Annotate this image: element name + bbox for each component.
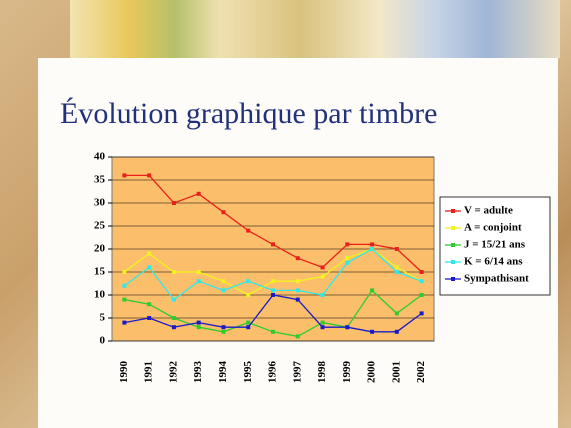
data-point [122, 298, 126, 302]
data-point [420, 279, 424, 283]
data-point [370, 247, 374, 251]
data-point [395, 247, 399, 251]
data-point [271, 293, 275, 297]
x-tick-label: 2000 [366, 361, 378, 384]
data-point [197, 192, 201, 196]
data-point [296, 279, 300, 283]
data-point [246, 321, 250, 325]
legend-marker [451, 209, 455, 213]
legend-label: J = 15/21 ans [464, 239, 526, 251]
data-point [345, 242, 349, 246]
data-point [172, 325, 176, 329]
legend-label: V = adulte [464, 205, 513, 217]
data-point [395, 311, 399, 315]
data-point [147, 265, 151, 269]
legend-label: Sympathisant [464, 273, 529, 285]
data-point [420, 270, 424, 274]
data-point [122, 284, 126, 288]
data-point [221, 288, 225, 292]
data-point [172, 298, 176, 302]
x-tick-label: 1995 [242, 361, 254, 384]
data-point [197, 325, 201, 329]
x-tick-label: 2002 [415, 361, 427, 384]
data-point [197, 270, 201, 274]
y-tick-label: 5 [100, 312, 106, 324]
x-tick-label: 1992 [167, 361, 179, 384]
data-point [321, 265, 325, 269]
y-tick-label: 30 [94, 197, 106, 209]
legend-label: A = conjoint [464, 222, 522, 234]
x-tick-label: 1993 [192, 361, 204, 384]
data-point [221, 330, 225, 334]
data-point [246, 293, 250, 297]
data-point [122, 270, 126, 274]
y-tick-label: 10 [94, 289, 106, 301]
data-point [395, 270, 399, 274]
legend-marker [451, 277, 455, 281]
data-point [321, 293, 325, 297]
data-point [395, 330, 399, 334]
data-point [420, 293, 424, 297]
data-point [197, 279, 201, 283]
data-point [345, 261, 349, 265]
data-point [345, 325, 349, 329]
y-tick-label: 25 [94, 220, 106, 232]
x-tick-label: 1998 [316, 361, 328, 384]
slide-title: Évolution graphique par timbre [60, 97, 437, 130]
data-point [221, 325, 225, 329]
data-point [296, 334, 300, 338]
x-tick-label: 1991 [143, 361, 155, 383]
data-point [321, 325, 325, 329]
data-point [271, 242, 275, 246]
y-tick-label: 15 [94, 266, 106, 278]
data-point [395, 265, 399, 269]
data-point [172, 270, 176, 274]
page: Évolution graphique par timbre 0 5 10 15 20 2… [0, 0, 571, 428]
x-tick-label: 1997 [291, 361, 303, 384]
data-point [147, 173, 151, 177]
legend-marker [451, 243, 455, 247]
data-point [370, 330, 374, 334]
x-tick-label: 2001 [390, 361, 402, 383]
chart: Évolution graphique par timbre 0 5 10 15 20 2… [0, 0, 571, 428]
legend-marker [451, 260, 455, 264]
data-point [172, 316, 176, 320]
data-point [122, 173, 126, 177]
data-point [370, 242, 374, 246]
data-point [296, 288, 300, 292]
data-point [271, 288, 275, 292]
data-point [172, 201, 176, 205]
data-point [271, 330, 275, 334]
x-tick-label: 1990 [118, 361, 130, 384]
x-tick-label: 1996 [267, 361, 279, 384]
legend-label: K = 6/14 ans [464, 256, 523, 268]
x-tick-label: 1999 [341, 361, 353, 384]
data-point [296, 298, 300, 302]
y-tick-label: 35 [94, 174, 106, 186]
data-point [147, 302, 151, 306]
data-point [321, 275, 325, 279]
x-tick-label: 1994 [217, 361, 229, 384]
data-point [246, 325, 250, 329]
y-tick-label: 0 [100, 335, 106, 347]
data-point [246, 279, 250, 283]
data-point [296, 256, 300, 260]
legend-marker [451, 226, 455, 230]
data-point [147, 316, 151, 320]
data-point [122, 321, 126, 325]
data-point [345, 256, 349, 260]
data-point [147, 252, 151, 256]
data-point [246, 229, 250, 233]
data-point [271, 279, 275, 283]
data-point [370, 288, 374, 292]
data-point [221, 279, 225, 283]
data-point [197, 321, 201, 325]
data-point [420, 311, 424, 315]
data-point [221, 210, 225, 214]
y-tick-label: 40 [94, 151, 106, 163]
y-tick-label: 20 [94, 243, 106, 255]
data-point [321, 321, 325, 325]
